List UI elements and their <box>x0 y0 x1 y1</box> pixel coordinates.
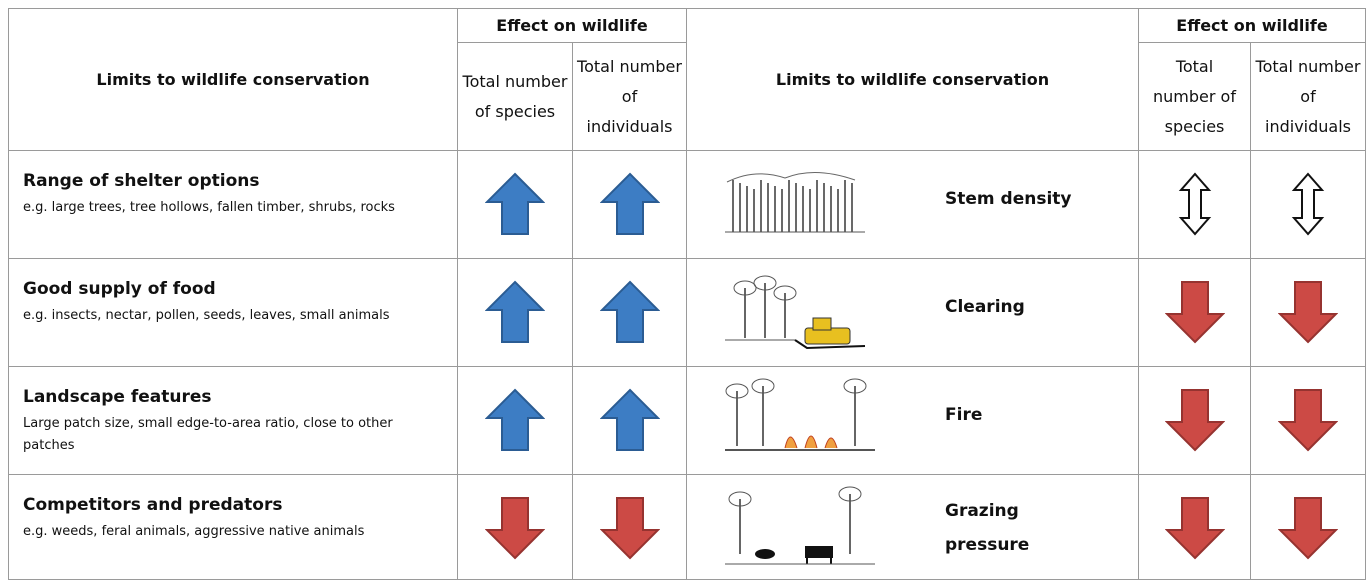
arrow <box>485 172 545 236</box>
arrow <box>1278 280 1338 344</box>
row-label: Stem density <box>945 182 1115 216</box>
header-species: Total number of species <box>1138 42 1251 151</box>
row-title: Competitors and predators <box>23 495 282 515</box>
arrow <box>1278 388 1338 452</box>
page: {"left_header":{"title":"Limits to wildl… <box>0 0 1370 580</box>
arrow <box>1165 496 1225 560</box>
row-label: Grazing pressure <box>945 494 1040 562</box>
arrow <box>1165 280 1225 344</box>
header-effect: Effect on wildlife <box>457 8 687 43</box>
arrow <box>485 280 545 344</box>
arrow <box>1165 172 1225 236</box>
row-label: Fire <box>945 398 1115 432</box>
arrow <box>1165 388 1225 452</box>
arrow <box>485 388 545 452</box>
illustration <box>715 268 885 356</box>
header-title: Limits to wildlife conservation <box>686 8 1139 151</box>
illustration <box>715 160 885 248</box>
row-title: Good supply of food <box>23 279 216 299</box>
header-title: Limits to wildlife conservation <box>8 8 458 151</box>
row-detail: Large patch size, small edge-to-area rat… <box>23 413 443 457</box>
row-title: Range of shelter options <box>23 171 260 191</box>
arrow <box>485 496 545 560</box>
row-cell: Landscape features Large patch size, smal… <box>8 366 458 475</box>
arrow <box>600 280 660 344</box>
row-cell: Good supply of food e.g. insects, nectar,… <box>8 258 458 367</box>
illustration <box>715 376 885 464</box>
row-cell: Range of shelter options e.g. large trees… <box>8 150 458 259</box>
row-detail: e.g. large trees, tree hollows, fallen t… <box>23 197 395 219</box>
row-detail: e.g. weeds, feral animals, aggressive na… <box>23 521 364 543</box>
arrow <box>600 172 660 236</box>
row-label: Clearing <box>945 290 1115 324</box>
row-detail: e.g. insects, nectar, pollen, seeds, lea… <box>23 305 390 327</box>
row-title: Landscape features <box>23 387 212 407</box>
header-effect: Effect on wildlife <box>1138 8 1366 43</box>
arrow <box>1278 172 1338 236</box>
arrow <box>1278 496 1338 560</box>
illustration <box>715 484 885 572</box>
header-species: Total number of species <box>457 42 573 151</box>
row-cell: Competitors and predators e.g. weeds, fer… <box>8 474 458 580</box>
arrow <box>600 388 660 452</box>
arrow <box>600 496 660 560</box>
header-individuals: Total number of individuals <box>572 42 687 151</box>
header-individuals: Total number of individuals <box>1250 42 1366 151</box>
